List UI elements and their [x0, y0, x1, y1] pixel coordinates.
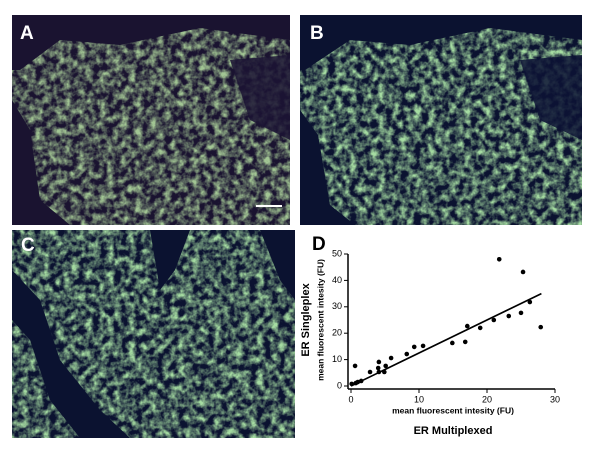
- point: [506, 313, 512, 319]
- point: [383, 363, 388, 369]
- y-tick-label: 30: [332, 301, 342, 311]
- x-tick-label: 20: [482, 394, 492, 404]
- x-tick-label: 0: [348, 394, 353, 404]
- point: [520, 269, 526, 275]
- point: [349, 381, 354, 387]
- y-title: ER Singleplex: [300, 282, 312, 356]
- y-tick-label: 20: [332, 328, 342, 338]
- point: [450, 340, 455, 346]
- point: [538, 324, 544, 330]
- point: [518, 310, 524, 316]
- panel-label: B: [310, 23, 324, 44]
- point: [388, 355, 394, 361]
- x-tick-label: 30: [550, 394, 560, 404]
- point: [367, 369, 373, 375]
- point: [464, 323, 470, 329]
- micrograph-a: A: [12, 15, 290, 225]
- y-tick-label: 0: [337, 380, 342, 390]
- point: [462, 339, 468, 345]
- point: [376, 369, 382, 375]
- scatter-plot: D ER Singleplex mean fluorescent intesit…: [300, 234, 555, 437]
- point: [477, 325, 483, 331]
- point: [376, 359, 382, 365]
- y-tick-label: 40: [332, 275, 342, 285]
- micrograph-c: C: [12, 230, 295, 438]
- point: [491, 317, 497, 323]
- point: [496, 256, 502, 262]
- point: [411, 344, 417, 350]
- micrograph-b: B: [300, 15, 582, 225]
- y-tick-label: 10: [332, 354, 342, 364]
- y-tick-label: 50: [332, 248, 342, 258]
- point: [352, 363, 358, 369]
- panel-label: A: [20, 23, 34, 44]
- x-label: mean fluorescent intesity (FU): [392, 405, 514, 415]
- point: [382, 369, 387, 375]
- point: [420, 343, 426, 349]
- point: [375, 365, 381, 371]
- x-title: ER Multiplexed: [414, 425, 493, 437]
- panel-label: D: [312, 234, 326, 255]
- point: [527, 299, 533, 305]
- x-tick-label: 10: [414, 394, 424, 404]
- panel-label: C: [21, 235, 35, 256]
- y-label: mean fluorescent intesity (FU): [315, 259, 325, 381]
- point: [358, 378, 364, 384]
- point: [404, 351, 410, 357]
